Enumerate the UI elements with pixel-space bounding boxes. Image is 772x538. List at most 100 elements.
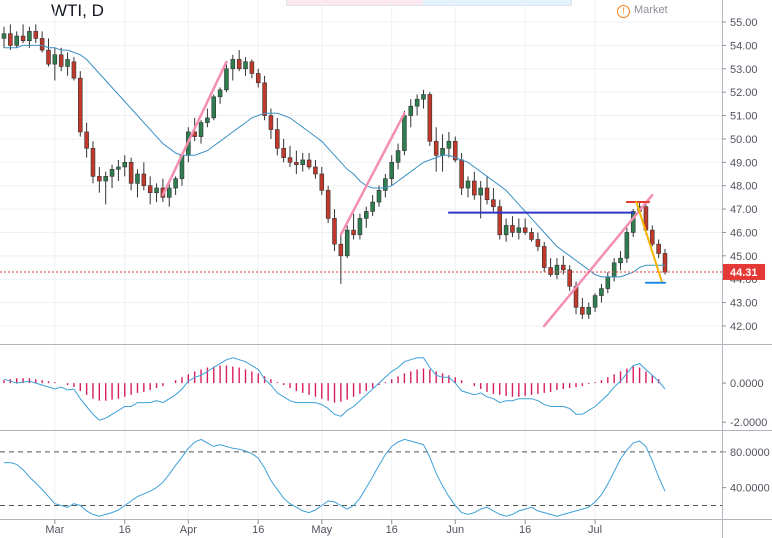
candle-body <box>27 31 32 42</box>
price-tick-label: 45.00 <box>730 251 758 263</box>
price-tick-label: 54.00 <box>730 40 758 52</box>
candle-body <box>351 229 356 236</box>
candle-body <box>33 31 39 39</box>
candle-body <box>211 96 217 119</box>
osc-tick-label: -2.0000 <box>730 417 767 429</box>
candle-body <box>491 199 496 208</box>
candle-body <box>109 169 115 177</box>
candle-body <box>605 276 611 289</box>
candle-body <box>65 59 70 67</box>
candle-body <box>338 243 344 257</box>
last-price-tag: 44.31 <box>723 263 765 280</box>
candle-body <box>383 178 388 191</box>
price-tick-label: 48.00 <box>730 181 758 193</box>
candle-body <box>484 187 490 201</box>
candle-body <box>205 117 210 123</box>
oscillator-axis: 0.0000 -2.0000 <box>722 378 767 429</box>
candle-body <box>217 89 223 98</box>
candle-body <box>408 105 414 116</box>
candle-body <box>433 140 439 156</box>
candle-body <box>414 98 420 107</box>
candle-body <box>325 190 331 219</box>
candle-body <box>173 178 178 189</box>
candle-body <box>20 35 26 42</box>
candle-body <box>516 227 522 233</box>
time-tick-label: Apr <box>180 524 197 536</box>
price-axis[interactable]: 55.00 54.00 53.00 52.00 51.00 50.00 49.00 48.00… <box>722 17 758 333</box>
last-price-label: 44.31 <box>730 267 758 279</box>
trend-drawings[interactable] <box>161 60 666 328</box>
candle-body <box>357 218 363 236</box>
candle-body <box>421 94 426 100</box>
candle-body <box>376 190 382 203</box>
price-tick-label: 42.00 <box>730 321 758 333</box>
price-tick-label: 50.00 <box>730 134 758 146</box>
candle-body <box>90 147 96 177</box>
candle-body <box>510 225 515 233</box>
candlestick-series <box>1 24 668 319</box>
candle-body <box>58 54 64 67</box>
candle-body <box>236 59 242 70</box>
time-tick-label: 16 <box>252 524 264 536</box>
candle-body <box>46 49 51 65</box>
toolbar-strip-right <box>423 0 571 5</box>
candle-body <box>459 159 464 189</box>
time-axis[interactable]: Mar 16 Apr 16 May 16 Jun 16 Jul <box>45 520 602 536</box>
candle-body <box>1 33 7 39</box>
stochastic-levels <box>0 451 722 506</box>
candle-body <box>268 115 274 130</box>
candle-body <box>554 264 560 275</box>
candle-body <box>650 229 655 245</box>
time-tick-label: Jun <box>446 524 464 536</box>
candle-body <box>548 267 553 275</box>
candle-body <box>580 306 585 315</box>
pink-trend-line <box>161 60 228 197</box>
candle-body <box>465 180 471 189</box>
candle-body <box>39 38 45 51</box>
candle-body <box>147 185 153 194</box>
candle-body <box>281 147 286 158</box>
candle-body <box>662 253 668 273</box>
time-tick-label: Jul <box>588 524 602 536</box>
candle-body <box>224 68 229 91</box>
candle-body <box>541 246 547 268</box>
candle-body <box>135 173 140 184</box>
candle-body <box>198 122 204 137</box>
candle-body <box>154 187 159 194</box>
oscillator-line <box>3 357 666 421</box>
candle-body <box>599 288 604 296</box>
candle-body <box>586 306 592 315</box>
candle-body <box>52 54 58 65</box>
price-tick-label: 51.00 <box>730 111 758 123</box>
time-tick-label: Mar <box>45 524 64 536</box>
candle-body <box>440 147 445 156</box>
pink-trend-line <box>542 193 654 328</box>
candle-body <box>389 162 394 179</box>
time-tick-label: 16 <box>519 524 531 536</box>
symbol-title[interactable]: WTI, D <box>51 1 104 20</box>
candle-body <box>249 61 255 74</box>
stoch-tick-label: 80.0000 <box>730 447 770 459</box>
candle-body <box>370 201 375 212</box>
price-tick-label: 46.00 <box>730 227 758 239</box>
candle-body <box>529 232 534 240</box>
candle-body <box>122 162 128 168</box>
candle-body <box>287 157 293 163</box>
candle-body <box>472 180 477 196</box>
candle-body <box>313 166 318 175</box>
toolbar-strip <box>286 0 572 6</box>
candle-body <box>452 140 458 161</box>
price-tick-label: 53.00 <box>730 64 758 76</box>
candle-body <box>103 176 108 182</box>
oscillator-histogram <box>3 365 660 403</box>
price-tick-label: 49.00 <box>730 157 758 169</box>
candle-body <box>300 159 305 165</box>
candle-body <box>8 33 13 46</box>
pink-trend-line <box>339 111 406 237</box>
stochastic-axis: 80.0000 40.0000 <box>722 447 770 495</box>
candle-body <box>230 59 236 70</box>
market-status[interactable]: ! Market <box>617 4 668 18</box>
candle-body <box>294 162 299 165</box>
oscillator-pane: 0.0000 -2.0000 <box>3 357 767 429</box>
